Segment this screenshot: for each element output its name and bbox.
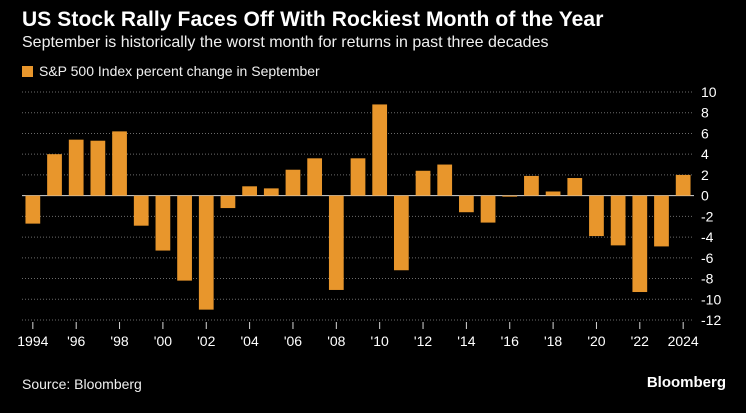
x-tick-label: '08 (327, 333, 345, 349)
x-tick-label: '14 (457, 333, 475, 349)
bar-2014 (459, 195, 474, 213)
y-tick-label: 4 (701, 146, 709, 162)
source-note: Source: Bloomberg (22, 376, 142, 392)
bar-2023 (654, 195, 669, 247)
x-tick-label: 2024 (668, 333, 699, 349)
bar-2007 (307, 158, 323, 196)
bar-1995 (47, 154, 62, 196)
y-tick-label: -4 (701, 229, 714, 245)
x-tick-label: '12 (414, 333, 432, 349)
bar-2016 (502, 195, 518, 197)
legend-label: S&P 500 Index percent change in Septembe… (39, 63, 320, 79)
bar-2001 (177, 195, 192, 281)
bar-2022 (632, 195, 648, 293)
y-tick-label: -8 (701, 271, 714, 287)
bar-2018 (545, 191, 561, 196)
bar-1998 (112, 131, 127, 196)
bar-2000 (155, 195, 171, 251)
legend-swatch (22, 65, 33, 77)
bar-2005 (263, 188, 279, 196)
bar-2019 (567, 178, 583, 196)
x-tick-label: '06 (284, 333, 302, 349)
x-tick-label: '18 (544, 333, 562, 349)
x-tick-label: '16 (501, 333, 519, 349)
chart-subtitle: September is historically the worst mont… (22, 34, 549, 51)
x-tick-label: '00 (154, 333, 172, 349)
chart-legend: S&P 500 Index percent change in Septembe… (22, 63, 320, 79)
y-tick-label: -6 (701, 250, 714, 266)
x-tick-label: '20 (587, 333, 605, 349)
bars (25, 104, 691, 310)
bar-2009 (350, 158, 366, 196)
x-axis-ticks: 1994 '96 '98 '00 '02 '04 '06 '08 '10 '12 '14 '16 '18… (17, 322, 699, 349)
x-tick-label: 1994 (17, 333, 48, 349)
bar-1997 (90, 140, 106, 196)
y-tick-label: -10 (701, 291, 721, 307)
bar-1996 (68, 139, 84, 196)
bar-1999 (133, 195, 149, 226)
y-tick-label: 0 (701, 188, 709, 204)
bar-2010 (372, 104, 388, 196)
bar-2004 (242, 186, 257, 196)
bar-2015 (480, 195, 496, 223)
y-tick-label: -2 (701, 208, 714, 224)
y-axis-ticks: 10 8 6 4 2 0 -2 -4 -6 -8 -10 -12 (701, 84, 721, 328)
x-tick-label: '04 (240, 333, 258, 349)
bar-2006 (285, 169, 301, 196)
bar-2021 (610, 195, 626, 246)
bar-2002 (198, 195, 214, 310)
bar-1994 (25, 195, 41, 224)
y-tick-label: -12 (701, 312, 721, 328)
bar-2011 (393, 195, 409, 271)
bar-2003 (220, 195, 236, 209)
x-tick-label: '02 (197, 333, 215, 349)
chart-title: US Stock Rally Faces Off With Rockiest M… (22, 8, 604, 31)
bar-2020 (589, 195, 604, 237)
bar-2008 (328, 195, 344, 290)
bar-2013 (437, 164, 453, 196)
y-tick-label: 2 (701, 167, 709, 183)
y-tick-label: 6 (701, 125, 709, 141)
x-tick-label: '10 (371, 333, 389, 349)
bar-2012 (415, 170, 431, 196)
y-tick-label: 8 (701, 105, 709, 121)
y-tick-label: 10 (701, 84, 717, 100)
x-tick-label: '96 (67, 333, 85, 349)
x-tick-label: '98 (110, 333, 128, 349)
bar-2024 (675, 174, 691, 196)
bloomberg-logo: Bloomberg (646, 374, 726, 391)
x-tick-label: '22 (631, 333, 649, 349)
bar-2017 (524, 175, 539, 196)
